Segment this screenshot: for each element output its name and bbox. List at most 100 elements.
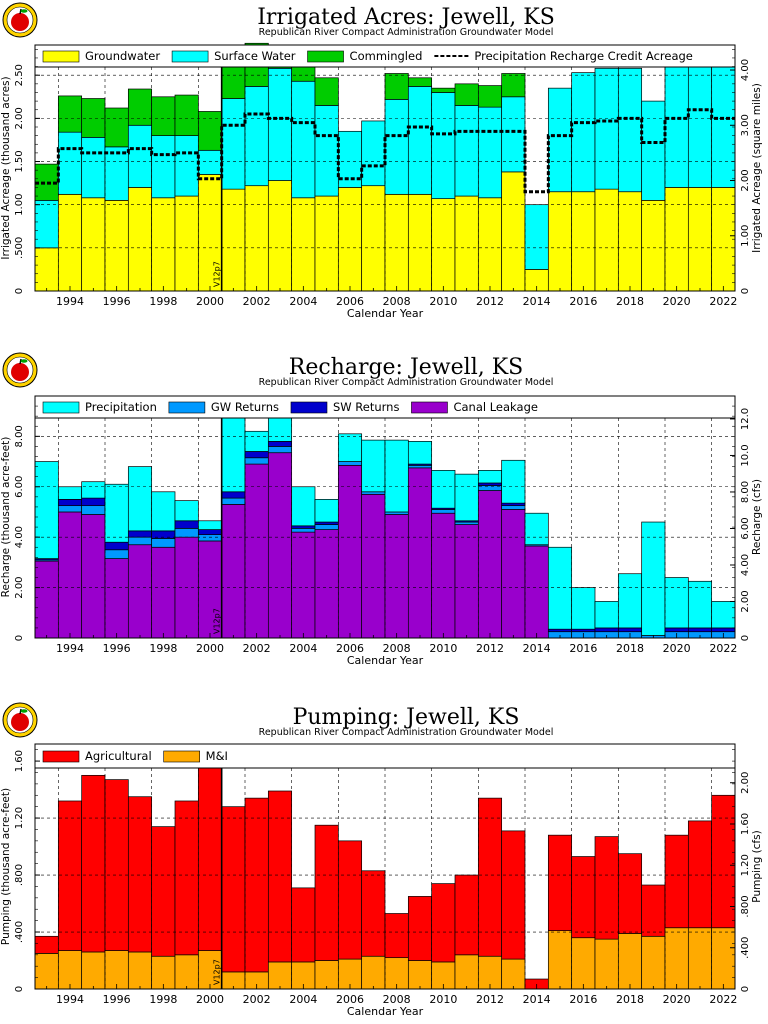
bar-sw-returns-2005	[314, 521, 339, 525]
bar-canal-leakage-2012	[477, 490, 503, 639]
bar-canal-leakage-2013	[501, 509, 526, 639]
x-tick-label: 2008	[383, 295, 411, 308]
bar-groundwater-2020	[664, 187, 689, 292]
y2-axis-title: Pumping (cfs)	[751, 830, 763, 902]
bar-canal-leakage-1996	[104, 558, 129, 639]
y2-axis-title: Recharge (cfs)	[751, 479, 763, 555]
bar-precipitation-2004	[291, 486, 316, 527]
bar-precipitation-2000	[197, 520, 223, 530]
y2-axis-title: Irrigated Acreage (square miles)	[751, 83, 763, 253]
bar-precipitation-2013	[501, 459, 526, 504]
x-tick-label: 2008	[383, 642, 411, 655]
x-tick-label: 2008	[383, 993, 411, 1006]
bar-m-i-1997	[127, 951, 153, 990]
x-tick-label: 2002	[243, 295, 271, 308]
bar-canal-leakage-2011	[454, 524, 479, 639]
bar-precipitation-1994	[57, 486, 83, 500]
chart-subtitle: Republican River Compact Administration …	[259, 27, 554, 38]
bar-groundwater-2003	[267, 180, 293, 292]
y-axis-title: Recharge (thousand acre-feet)	[0, 437, 12, 598]
apple-icon	[11, 363, 29, 381]
bar-groundwater-2021	[687, 187, 713, 292]
bar-sw-returns-2001	[221, 491, 246, 499]
bar-agricultural-2022	[711, 794, 736, 929]
bar-groundwater-1997	[127, 187, 153, 292]
legend-swatch	[171, 50, 209, 63]
apple-leaf	[20, 9, 28, 13]
x-tick-label: 2016	[569, 993, 597, 1006]
legend-label: Canal Leakage	[453, 400, 537, 414]
x-tick-label: 1998	[149, 993, 177, 1006]
bar-canal-leakage-1994	[57, 511, 83, 639]
bar-m-i-1999	[174, 954, 199, 990]
x-tick-label: 2002	[243, 993, 271, 1006]
bar-agricultural-1997	[127, 796, 153, 953]
bar-precipitation-1997	[127, 466, 153, 532]
bar-surface-water-2012	[477, 106, 503, 199]
chart-subtitle: Republican River Compact Administration …	[259, 377, 554, 388]
bar-groundwater-1994	[57, 193, 83, 292]
bar-precipitation-2016	[571, 587, 596, 630]
bar-m-i-1996	[104, 950, 129, 990]
apple-icon	[11, 713, 29, 731]
bar-surface-water-2011	[454, 105, 479, 197]
bar-surface-water-1993	[34, 200, 59, 249]
bar-surface-water-1997	[127, 124, 153, 188]
bar-gw-returns-2011	[454, 521, 479, 525]
bar-commingled-1995	[81, 98, 106, 138]
y2-tick-label: .800	[740, 895, 751, 917]
legend-box	[34, 743, 736, 769]
legend-label: M&I	[206, 749, 228, 763]
bar-canal-leakage-2002	[244, 463, 269, 639]
bar-sw-returns-2022	[711, 627, 736, 633]
y-tick-label: 1.20	[14, 807, 25, 829]
y-tick-label: 2.00	[14, 576, 25, 598]
bar-groundwater-2013	[501, 171, 526, 292]
y2-tick-label: 4.00	[740, 554, 751, 576]
bar-agricultural-1995	[81, 774, 106, 953]
chart-title: Pumping: Jewell, KS	[293, 705, 520, 730]
bar-groundwater-2008	[384, 193, 409, 292]
x-tick-label: 2006	[336, 295, 364, 308]
bar-precipitation-1995	[81, 481, 106, 499]
x-tick-label: 1994	[56, 295, 84, 308]
y2-tick-label: 2.00	[740, 169, 751, 191]
bar-agricultural-2020	[664, 834, 689, 929]
bar-m-i-2018	[617, 933, 643, 990]
bar-commingled-1996	[104, 107, 129, 148]
bar-gw-returns-1995	[81, 505, 106, 515]
y-tick-label: 1.50	[14, 150, 25, 172]
bar-m-i-2017	[594, 938, 619, 990]
bar-gw-returns-2001	[221, 497, 246, 505]
bar-canal-leakage-2005	[314, 529, 339, 639]
bar-sw-returns-2016	[571, 628, 596, 633]
legend-box	[34, 44, 736, 68]
bar-agricultural-1994	[57, 800, 83, 951]
bar-gw-returns-1994	[57, 505, 83, 513]
bar-groundwater-2007	[361, 185, 386, 292]
bar-m-i-2007	[361, 955, 386, 990]
legend-label: Precipitation	[85, 400, 157, 414]
bar-surface-water-1994	[57, 131, 83, 195]
legend-swatch	[163, 750, 200, 763]
bar-groundwater-1993	[34, 247, 59, 292]
bar-agricultural-2003	[267, 790, 293, 963]
bar-surface-water-2018	[617, 67, 643, 193]
bar-agricultural-2018	[617, 853, 643, 934]
bar-agricultural-2008	[384, 913, 409, 959]
bar-agricultural-2005	[314, 824, 339, 961]
y-tick-label: 2.00	[14, 107, 25, 129]
bar-gw-returns-2007	[361, 491, 386, 495]
bar-canal-leakage-2010	[431, 512, 456, 639]
bar-surface-water-2002	[244, 86, 269, 187]
legend-label: Precipitation Recharge Credit Acreage	[474, 49, 693, 63]
y2-tick-label: 6.00	[740, 517, 751, 539]
bar-commingled-2009	[407, 77, 433, 87]
bar-groundwater-2004	[291, 197, 316, 292]
bar-groundwater-2022	[711, 187, 736, 292]
bar-groundwater-2009	[407, 193, 433, 292]
bar-surface-water-2019	[641, 100, 666, 201]
